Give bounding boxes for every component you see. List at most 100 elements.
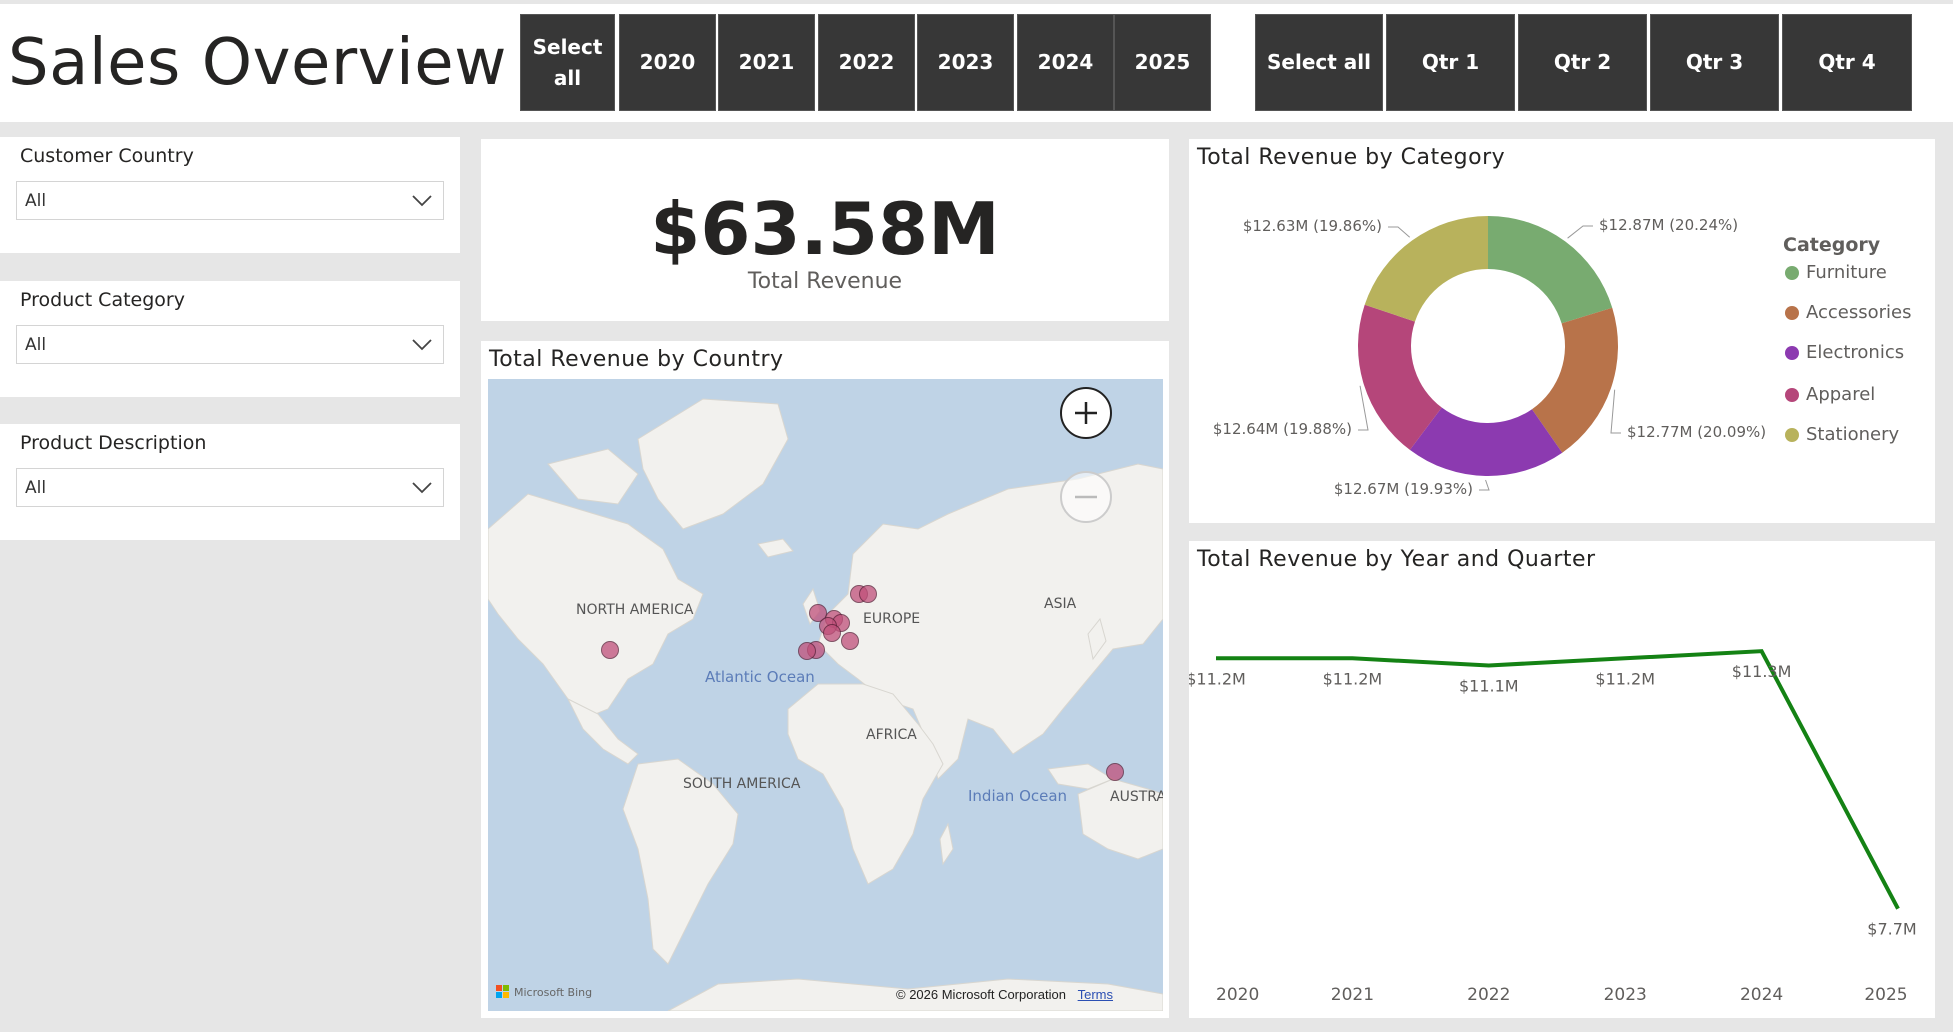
quarter-button-2[interactable]: Qtr 2: [1518, 14, 1647, 111]
legend-item-accessories[interactable]: Accessories: [1785, 302, 1912, 323]
map-attribution: © 2026 Microsoft Corporation Terms: [896, 987, 1113, 1002]
quarter-button-1[interactable]: Qtr 1: [1386, 14, 1515, 111]
legend-marker: [1785, 387, 1799, 402]
product-category-slicer: Product Category All: [0, 281, 460, 397]
data-label: $7.7M: [1867, 920, 1916, 939]
legend-label: Stationery: [1806, 424, 1900, 445]
visual-title: Total Revenue by Country: [489, 347, 784, 372]
legend-marker: [1785, 305, 1799, 320]
data-label: $11.3M: [1732, 662, 1792, 681]
product-description-dropdown[interactable]: All: [16, 468, 444, 507]
bing-text: Microsoft Bing: [514, 985, 593, 999]
map-marker[interactable]: [841, 632, 859, 650]
map-label-asia: ASIA: [1044, 596, 1077, 612]
page-title: Sales Overview: [8, 26, 507, 100]
x-tick-label: 2020: [1216, 985, 1259, 1005]
donut-slice-electronics[interactable]: [1409, 407, 1563, 476]
map-label-africa: AFRICA: [866, 727, 917, 743]
revenue-by-category-visual: Total Revenue by Category Category Furni…: [1189, 139, 1935, 523]
chevron-down-icon: [412, 195, 432, 207]
map-label-europe: EUROPE: [863, 611, 921, 627]
donut-data-label: $12.67M (19.93%): [1333, 480, 1473, 498]
legend-marker: [1785, 427, 1799, 442]
product-category-dropdown[interactable]: All: [16, 325, 444, 364]
legend-label: Accessories: [1806, 302, 1912, 323]
quarter-button-0[interactable]: Select all: [1255, 14, 1383, 111]
chevron-down-icon: [412, 339, 432, 351]
donut-slice-accessories[interactable]: [1531, 307, 1618, 453]
minus-icon: [1075, 495, 1097, 499]
slicer-title: Product Description: [20, 432, 207, 454]
x-tick-label: 2023: [1604, 985, 1647, 1005]
map-label-north-america: NORTH AMERICA: [576, 602, 694, 618]
donut-data-label: $12.77M (20.09%): [1627, 423, 1767, 441]
x-tick-label: 2021: [1331, 985, 1374, 1005]
zoom-out-button[interactable]: [1060, 471, 1112, 523]
donut-data-label: $12.63M (19.86%): [1242, 217, 1382, 235]
leader-line: [1479, 479, 1490, 491]
year-button-2[interactable]: 2021: [718, 14, 815, 111]
data-label: $11.1M: [1459, 676, 1519, 695]
map-label-indian-ocean: Indian Ocean: [968, 787, 1068, 805]
legend-label: Electronics: [1806, 342, 1905, 363]
year-button-5[interactable]: 2024: [1017, 14, 1114, 111]
map-label-atlantic-ocean: Atlantic Ocean: [705, 668, 815, 686]
leader-line: [1358, 385, 1369, 431]
product-description-slicer: Product Description All: [0, 424, 460, 540]
map-marker[interactable]: [601, 641, 619, 659]
year-button-3[interactable]: 2022: [818, 14, 915, 111]
year-button-1[interactable]: 2020: [619, 14, 716, 111]
legend-marker: [1785, 265, 1799, 280]
terms-link[interactable]: Terms: [1077, 987, 1114, 1002]
plus-icon: [1075, 402, 1097, 424]
data-label: $11.2M: [1323, 669, 1383, 688]
line-chart: $11.2M 2020 $11.2M 2021 $11.1M 2022 $11.2M 2023…: [1189, 649, 1917, 1005]
year-button-6[interactable]: 2025: [1114, 14, 1211, 111]
legend-item-stationery[interactable]: Stationery: [1785, 424, 1899, 445]
donut-data-label: $12.87M (20.24%): [1599, 216, 1739, 234]
x-tick-label: 2025: [1864, 985, 1907, 1005]
dropdown-value: All: [25, 335, 47, 355]
year-button-0[interactable]: Select all: [520, 14, 615, 111]
data-label: $11.2M: [1189, 669, 1246, 688]
legend-item-furniture[interactable]: Furniture: [1785, 262, 1887, 283]
map-marker[interactable]: [859, 585, 877, 603]
year-button-4[interactable]: 2023: [917, 14, 1014, 111]
revenue-by-year-visual: Total Revenue by Year and Quarter $11.2M…: [1189, 541, 1935, 1018]
world-map: [488, 398, 1163, 1011]
donut-slice-furniture[interactable]: [1488, 216, 1613, 324]
quarter-button-4[interactable]: Qtr 4: [1782, 14, 1912, 111]
leader-line: [1610, 389, 1621, 434]
customer-country-dropdown[interactable]: All: [16, 181, 444, 220]
customer-country-slicer: Customer Country All: [0, 137, 460, 253]
legend-item-electronics[interactable]: Electronics: [1785, 342, 1904, 363]
leader-line: [1388, 226, 1411, 238]
total-revenue-card: $63.58M Total Revenue: [481, 139, 1169, 321]
map-label-australia: AUSTRA: [1110, 789, 1163, 805]
donut-chart: [1358, 216, 1621, 491]
donut-data-label: $12.64M (19.88%): [1212, 420, 1352, 438]
map-label-south-america: SOUTH AMERICA: [683, 776, 801, 792]
microsoft-logo-icon: [496, 985, 509, 998]
legend-marker: [1785, 345, 1799, 360]
slicer-title: Product Category: [20, 289, 185, 311]
zoom-in-button[interactable]: [1060, 387, 1112, 439]
data-label: $11.2M: [1595, 669, 1655, 688]
map-canvas[interactable]: NORTH AMERICA EUROPE ASIA Atlantic Ocean…: [488, 379, 1163, 1011]
map-marker[interactable]: [1106, 763, 1124, 781]
series-line[interactable]: [1216, 649, 1900, 910]
donut-slice-apparel[interactable]: [1358, 304, 1442, 450]
donut-slice-stationery[interactable]: [1364, 216, 1488, 322]
legend-label: Furniture: [1806, 262, 1887, 283]
map-marker[interactable]: [798, 642, 816, 660]
legend-title: Category: [1783, 234, 1881, 256]
visual-title: Total Revenue by Year and Quarter: [1197, 547, 1596, 572]
map-marker[interactable]: [823, 624, 841, 642]
kpi-value: $63.58M: [650, 187, 1000, 271]
legend-item-apparel[interactable]: Apparel: [1785, 384, 1875, 405]
kpi-label: Total Revenue: [747, 269, 903, 294]
bing-logo: Microsoft Bing: [496, 985, 592, 999]
quarter-button-3[interactable]: Qtr 3: [1650, 14, 1779, 111]
copyright-text: © 2026 Microsoft Corporation: [896, 987, 1066, 1002]
x-tick-label: 2022: [1467, 985, 1510, 1005]
